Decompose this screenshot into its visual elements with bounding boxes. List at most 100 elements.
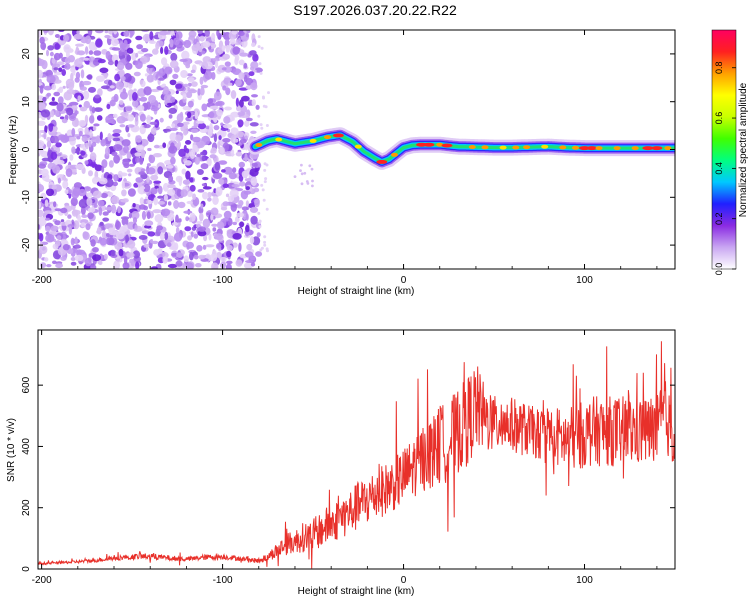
noise-blob — [197, 122, 206, 130]
noise-blob — [101, 166, 105, 173]
noise-blob — [183, 210, 193, 214]
noise-blob — [46, 75, 56, 84]
noise-blob — [97, 200, 105, 207]
noise-blob — [135, 261, 140, 269]
noise-blob — [51, 184, 57, 190]
noise-blob — [112, 137, 121, 142]
noise-blob — [184, 226, 192, 232]
colorbar: 0.0 0.2 0.4 0.6 0.8 Normalized spectral ampl… — [711, 29, 749, 275]
ridge-smear — [311, 179, 314, 183]
noise-blob — [149, 31, 154, 41]
noise-blob — [80, 222, 86, 228]
noise-blob — [215, 100, 225, 107]
noise-blob — [93, 107, 103, 112]
noise-blob — [116, 258, 120, 262]
noise-blob — [57, 177, 62, 184]
noise-blob — [153, 180, 162, 184]
y-tick-label: -20 — [21, 237, 32, 252]
noise-blob — [183, 129, 188, 136]
noise-blob — [52, 165, 61, 174]
noise-blob — [82, 90, 90, 100]
noise-blob — [163, 194, 168, 202]
noise-blob — [97, 88, 103, 97]
noise-blob — [54, 220, 61, 226]
ridge-hotspot — [651, 146, 663, 151]
noise-blob — [238, 87, 249, 91]
noise-blob — [201, 156, 206, 162]
spectrogram-x-label: Height of straight line (km) — [298, 286, 415, 297]
noise-blob — [222, 138, 231, 143]
noise-blob — [243, 190, 251, 195]
noise-blob — [223, 166, 233, 175]
noise-blob — [206, 157, 212, 167]
noise-blob — [249, 50, 257, 56]
noise-blob — [220, 256, 227, 262]
noise-blob — [143, 183, 151, 193]
noise-blob — [176, 47, 184, 52]
noise-blob — [213, 133, 217, 143]
noise-blob — [176, 188, 182, 197]
noise-blob — [55, 240, 61, 247]
noise-blob — [84, 257, 92, 267]
noise-blob — [143, 86, 152, 96]
noise-blob — [48, 123, 54, 132]
noise-blob — [87, 212, 94, 220]
noise-blob — [80, 143, 86, 149]
noise-blob — [199, 35, 205, 42]
noise-blob — [63, 34, 70, 42]
noise-blob — [54, 43, 60, 50]
noise-blob — [162, 128, 172, 132]
noise-blob — [261, 95, 265, 99]
noise-blob — [257, 45, 261, 49]
noise-blob — [85, 142, 89, 150]
noise-blob — [47, 45, 55, 51]
noise-blob — [238, 242, 242, 252]
ridge-hotspot — [255, 143, 263, 147]
noise-blob — [79, 86, 87, 91]
noise-blob — [146, 163, 151, 167]
colorbar-tick-label: 0.2 — [714, 212, 724, 225]
noise-blob — [245, 260, 254, 263]
ridge-hotspot — [586, 146, 598, 151]
noise-blob — [53, 79, 62, 84]
ridge-smear — [311, 184, 314, 188]
noise-blob — [150, 266, 158, 269]
ridge-hotspot — [595, 146, 603, 151]
noise-blob — [236, 204, 243, 209]
noise-blob — [167, 201, 172, 206]
noise-blob — [171, 222, 179, 226]
spectrogram-x-ticks: -200 -100 0 100 — [32, 30, 658, 286]
noise-blob — [71, 128, 76, 137]
noise-blob — [133, 71, 141, 77]
ridge-hotspot — [324, 135, 331, 140]
noise-blob — [149, 121, 158, 125]
colorbar-label: Normalized spectral amplitude — [738, 82, 749, 217]
noise-blob — [178, 148, 187, 158]
noise-blob — [121, 217, 129, 226]
snr-x-label: Height of straight line (km) — [298, 586, 415, 597]
noise-blob — [109, 99, 116, 107]
ridge-hotspot — [613, 146, 621, 151]
ridge-smear — [299, 169, 302, 173]
noise-blob — [169, 132, 177, 141]
noise-blob — [168, 175, 174, 183]
noise-blob — [211, 262, 219, 269]
noise-blob — [93, 203, 98, 208]
noise-blob — [135, 35, 143, 41]
noise-blob — [218, 135, 222, 141]
noise-blob — [53, 67, 59, 71]
noise-blob — [135, 135, 142, 143]
noise-blob — [223, 116, 231, 124]
noise-blob — [162, 182, 169, 192]
ridge-hotspot — [391, 152, 398, 157]
ridge-hotspot — [423, 142, 435, 147]
noise-blob — [108, 160, 114, 168]
noise-blob — [94, 164, 103, 172]
noise-blob — [121, 139, 131, 147]
snr-y-ticks: 0 200 400 600 — [21, 376, 675, 572]
noise-blob — [223, 210, 232, 219]
noise-blob — [241, 206, 249, 211]
noise-blob — [125, 62, 133, 70]
noise-blob — [110, 38, 119, 47]
noise-blob — [112, 181, 118, 187]
